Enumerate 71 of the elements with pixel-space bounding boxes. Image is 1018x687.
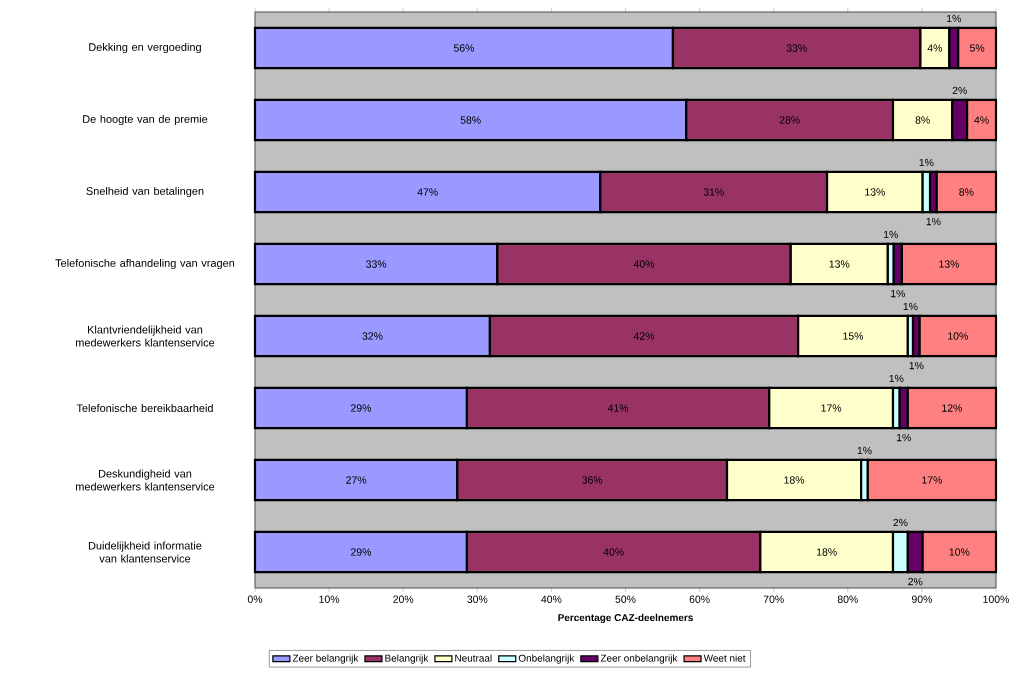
data-label: 56% [453, 44, 475, 52]
data-label: 27% [346, 476, 367, 484]
x-tick-label: 0% [247, 595, 263, 603]
data-label: 33% [786, 44, 807, 52]
x-tick-label: 60% [689, 595, 710, 603]
x-tick-label: 100% [983, 595, 1009, 603]
data-label: 33% [366, 260, 387, 268]
legend-label: Belangrijk [385, 654, 429, 664]
legend-label: Onbelangrijk [518, 654, 575, 664]
data-label: 1% [889, 374, 904, 383]
data-label: 28% [779, 116, 800, 124]
data-label: 13% [829, 260, 850, 268]
data-label: 12% [942, 404, 963, 412]
y-tick-label: Telefonische bereikbaarheid [76, 403, 213, 413]
x-axis-title: Percentage CAZ-deelnemers [558, 613, 693, 624]
data-label: 13% [865, 188, 885, 196]
y-tick-label: Duidelijkheid informatie van klantenservice [88, 541, 202, 563]
data-label: 1% [919, 158, 934, 167]
data-label: 18% [817, 548, 837, 556]
data-label: 8% [915, 116, 930, 124]
y-tick-label: Deskundigheid van medewerkers klantenservice [75, 469, 215, 491]
data-label: 1% [909, 361, 924, 370]
y-tick-label: Telefonische afhandeling van vragen [55, 258, 235, 270]
x-tick-label: 50% [615, 595, 636, 603]
data-label: 47% [417, 188, 438, 196]
data-label: 18% [784, 476, 805, 484]
data-label: 1% [926, 217, 941, 226]
y-tick-label: Snelheid van betalingen [86, 186, 204, 198]
x-tick-label: 30% [467, 595, 488, 603]
data-label: 1% [896, 433, 911, 442]
data-label: 17% [821, 404, 842, 412]
x-tick-label: 40% [541, 595, 562, 603]
data-label: 4% [927, 44, 943, 52]
data-label: 31% [703, 188, 724, 196]
data-label: 1% [884, 230, 898, 239]
data-label: 5% [969, 44, 985, 52]
x-tick-label: 70% [763, 595, 784, 603]
data-label: 2% [893, 518, 908, 527]
data-label: 41% [607, 404, 629, 412]
data-label: 2% [908, 577, 923, 586]
data-label: 1% [947, 14, 961, 23]
data-label: 29% [351, 548, 372, 556]
data-label: 32% [362, 332, 383, 340]
data-label: 40% [633, 260, 655, 268]
x-tick-label: 90% [911, 595, 932, 603]
legend-label: Zeer onbelangrijk [600, 654, 678, 664]
legend-label: Neutraal [455, 654, 492, 662]
data-label: 10% [948, 332, 968, 340]
data-label: 1% [903, 302, 918, 311]
data-label: 1% [857, 446, 872, 455]
x-tick-label: 10% [319, 595, 340, 603]
data-label: 29% [351, 404, 372, 412]
legend-label: Zeer belangrijk [292, 654, 359, 664]
data-label: 4% [974, 116, 989, 124]
data-label: 17% [922, 476, 942, 484]
legend-label: Weet niet [703, 654, 746, 662]
data-label: 15% [843, 332, 864, 340]
data-label: 36% [582, 476, 603, 484]
data-label: 1% [891, 289, 905, 298]
data-label: 10% [949, 548, 970, 556]
data-label: 8% [959, 188, 974, 196]
data-label: 42% [633, 332, 655, 340]
y-tick-label: Dekking en vergoeding [89, 42, 201, 54]
x-tick-label: 20% [393, 595, 414, 603]
data-label: 58% [460, 116, 481, 124]
x-tick-label: 80% [837, 595, 858, 603]
data-label: 40% [603, 548, 624, 556]
y-tick-label: Klantvriendelijkheid van medewerkers klantenservice [75, 325, 215, 347]
data-label: 13% [939, 260, 960, 268]
y-tick-label: De hoogte van de premie [83, 114, 208, 126]
data-label: 2% [952, 86, 967, 95]
